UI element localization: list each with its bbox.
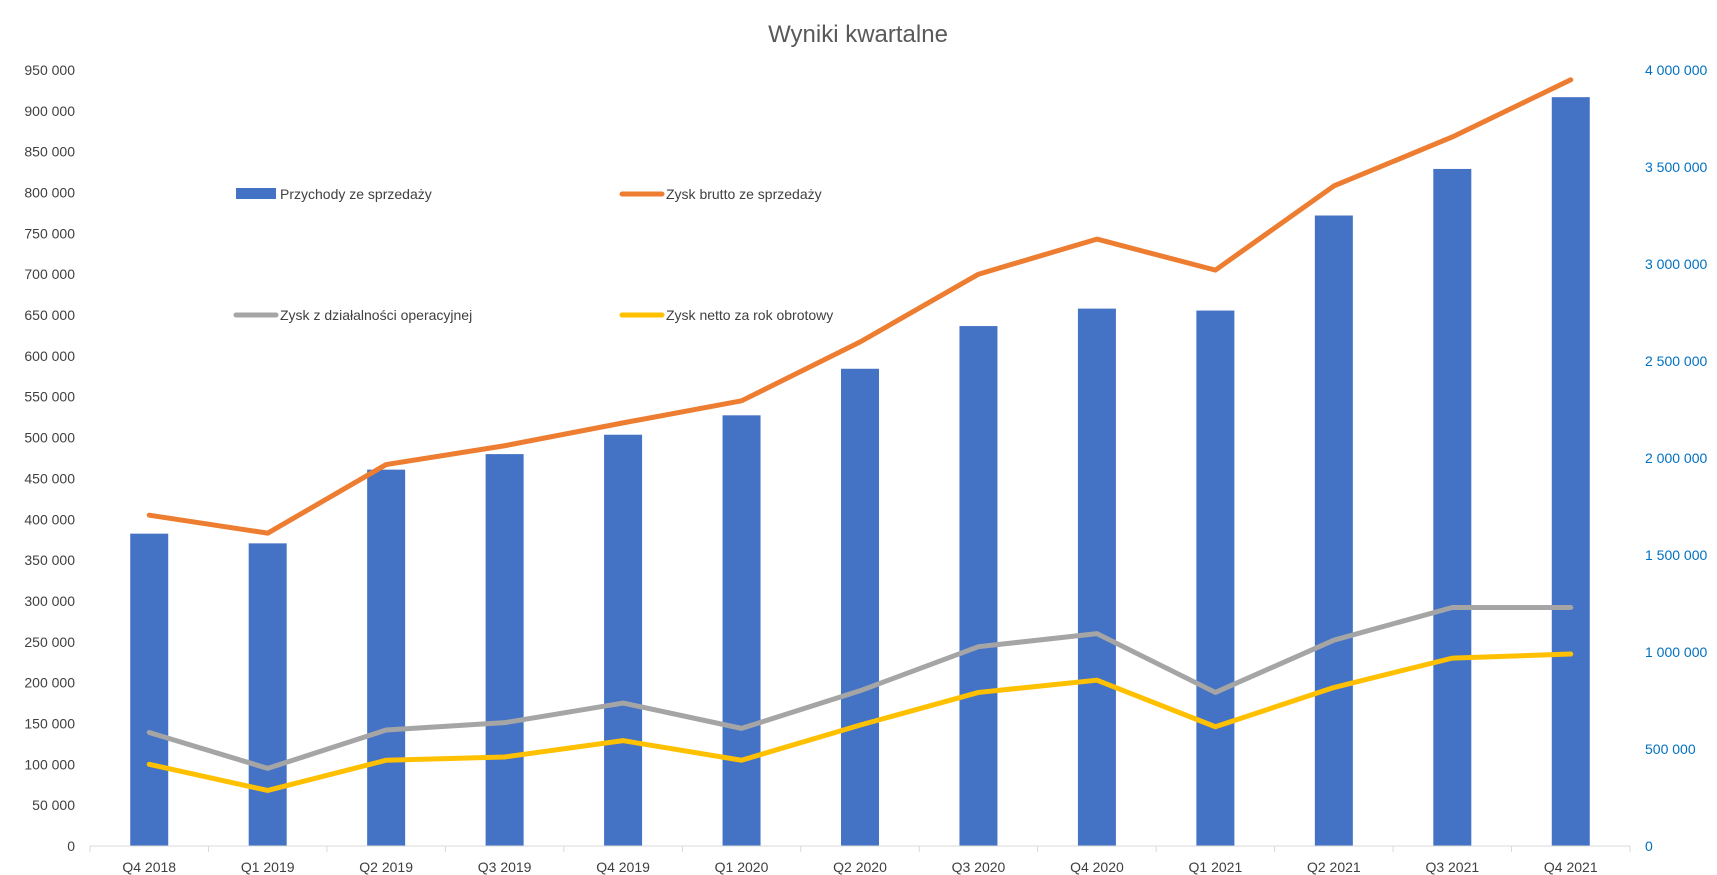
chart-title: Wyniki kwartalne: [768, 21, 948, 48]
bar-q2-2021: [1314, 215, 1353, 846]
line-series: [146, 77, 1574, 793]
bar-q1-2020: [722, 415, 761, 846]
series-line-2: [146, 604, 1574, 771]
bar-q2-2019: [367, 469, 406, 846]
legend-label: Zysk z działalności operacyjnej: [280, 307, 472, 323]
legend-label: Zysk netto za rok obrotowy: [666, 307, 833, 323]
bar-series: [130, 97, 1590, 847]
y-right-tick-label: 4 000 000: [1645, 62, 1707, 78]
y-right-tick-label: 3 000 000: [1645, 256, 1707, 272]
x-tick-label: Q1 2019: [241, 859, 295, 875]
bar-q3-2020: [959, 326, 998, 847]
bar-q2-2020: [841, 368, 879, 846]
y-left-tick-label: 350 000: [24, 552, 75, 568]
y-left-tick-label: 100 000: [24, 756, 75, 772]
y-left-tick-label: 550 000: [24, 389, 75, 405]
y-left-tick-label: 50 000: [32, 797, 75, 813]
y-right-tick-label: 500 000: [1645, 741, 1696, 757]
axes: Q4 2018 Q1 2019 Q2 2019 Q3 2019 Q4 2019 Q1 20…: [24, 62, 1707, 875]
x-tick-label: Q2 2021: [1307, 859, 1361, 875]
y-left-tick-label: 800 000: [24, 185, 75, 201]
bar-q3-2019: [485, 454, 524, 846]
x-tick-label: Q2 2020: [833, 859, 887, 875]
y-left-tick-label: 450 000: [24, 470, 75, 486]
y-left-tick-label: 850 000: [24, 144, 75, 160]
legend-label: Przychody ze sprzedaży: [280, 186, 432, 202]
x-tick-label: Q4 2020: [1070, 859, 1124, 875]
x-tick-label: Q1 2020: [715, 859, 769, 875]
y-left-tick-label: 600 000: [24, 348, 75, 364]
y-left-tick-label: 700 000: [24, 266, 75, 282]
y-left-tick-label: 200 000: [24, 675, 75, 691]
y-left-tick-label: 300 000: [24, 593, 75, 609]
y-right-tick-label: 3 500 000: [1645, 159, 1707, 175]
y-right-tick-label: 0: [1645, 838, 1653, 854]
bar-q3-2021: [1433, 168, 1472, 846]
x-tick-label: Q4 2018: [122, 859, 176, 875]
y-left-tick-label: 400 000: [24, 511, 75, 527]
bar-q4-2021: [1551, 97, 1590, 846]
x-tick-label: Q3 2019: [478, 859, 532, 875]
y-left-tick-label: 650 000: [24, 307, 75, 323]
legend: Przychody ze sprzedaży Zysk brutto ze spr…: [233, 186, 833, 323]
y-left-tick-label: 500 000: [24, 430, 75, 446]
y-left-tick-label: 900 000: [24, 103, 75, 119]
x-tick-label: Q3 2020: [952, 859, 1006, 875]
y-right-tick-label: 2 500 000: [1645, 353, 1707, 369]
y-right-tick-label: 1 000 000: [1645, 644, 1707, 660]
series-line-1: [146, 77, 1574, 536]
bar-q1-2019: [248, 543, 287, 846]
y-left-tick-label: 950 000: [24, 62, 75, 78]
bar-q4-2018: [130, 533, 169, 846]
y-right-tick-label: 1 500 000: [1645, 547, 1707, 563]
y-left-tick-label: 0: [67, 838, 75, 854]
x-tick-label: Q3 2021: [1425, 859, 1479, 875]
x-tick-label: Q4 2019: [596, 859, 650, 875]
y-left-tick-label: 250 000: [24, 634, 75, 650]
x-tick-label: Q2 2019: [359, 859, 413, 875]
x-tick-label: Q4 2021: [1544, 859, 1598, 875]
series-line-3: [146, 651, 1574, 793]
bar-q1-2021: [1196, 310, 1235, 846]
x-tick-label: Q1 2021: [1189, 859, 1243, 875]
y-left-tick-label: 750 000: [24, 225, 75, 241]
bar-q4-2020: [1077, 308, 1116, 846]
bar-q4-2019: [604, 434, 643, 846]
legend-label: Zysk brutto ze sprzedaży: [666, 186, 822, 202]
y-right-tick-label: 2 000 000: [1645, 450, 1707, 466]
legend-swatch: [236, 188, 276, 199]
y-left-tick-label: 150 000: [24, 715, 75, 731]
